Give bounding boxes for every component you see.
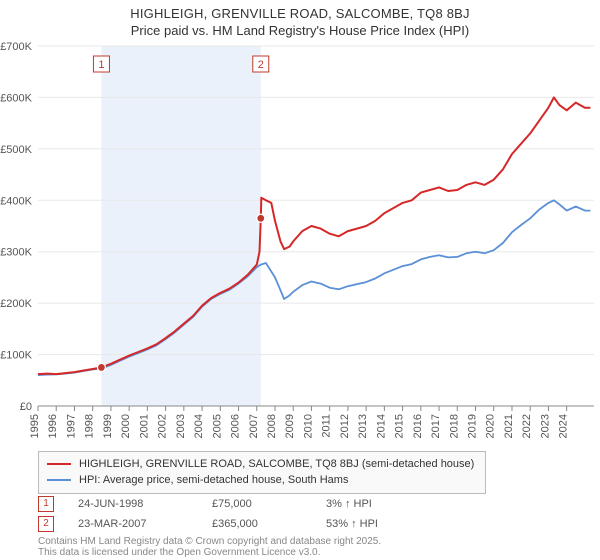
x-tick-label: 2019	[467, 414, 479, 438]
x-tick-label: 2018	[448, 414, 460, 438]
x-tick-label: 2005	[211, 414, 223, 438]
x-tick-label: 1998	[84, 414, 96, 438]
x-tick-label: 1999	[102, 414, 114, 438]
x-tick-label: 2001	[138, 414, 150, 438]
x-tick-label: 2023	[539, 414, 551, 438]
annotation-row-date: 24-JUN-1998	[78, 498, 188, 510]
legend: HIGHLEIGH, GRENVILLE ROAD, SALCOMBE, TQ8…	[38, 451, 486, 494]
y-tick-label: £200K	[0, 298, 32, 310]
x-tick-label: 1995	[29, 414, 41, 438]
x-tick-label: 2004	[193, 414, 205, 438]
title-sub: Price paid vs. HM Land Registry's House …	[0, 23, 600, 38]
x-tick-label: 1996	[47, 414, 59, 438]
annotation-num-1: 1	[98, 59, 104, 71]
x-tick-label: 2024	[558, 414, 570, 438]
chart-svg: £0 £100K £200K £300K £400K £500K £600K £700K 199…	[0, 42, 600, 442]
annotation-row-date: 23-MAR-2007	[78, 518, 188, 530]
x-tick-label: 2022	[521, 414, 533, 438]
x-tick-label: 2011	[321, 414, 333, 438]
y-tick-label: £700K	[0, 42, 32, 53]
footnote-line1: Contains HM Land Registry data © Crown c…	[38, 536, 381, 547]
y-tick-label: £300K	[0, 247, 32, 259]
annotation-row-price: £365,000	[212, 518, 302, 530]
y-tick-label: £100K	[0, 350, 32, 362]
legend-item: HPI: Average price, semi-detached house,…	[47, 472, 477, 488]
chart-area: £0 £100K £200K £300K £400K £500K £600K £700K 199…	[0, 42, 600, 442]
chart-container: HIGHLEIGH, GRENVILLE ROAD, SALCOMBE, TQ8…	[0, 0, 600, 560]
y-tick-label: £400K	[0, 195, 32, 207]
annotation-row-num: 2	[38, 516, 54, 532]
x-tick-label: 2000	[120, 414, 132, 438]
annotation-num-2: 2	[258, 59, 264, 71]
legend-item: HIGHLEIGH, GRENVILLE ROAD, SALCOMBE, TQ8…	[47, 456, 477, 472]
footnote-line2: This data is licensed under the Open Gov…	[38, 547, 381, 558]
x-tick-label: 2002	[157, 414, 169, 438]
x-tick-label: 2006	[230, 414, 242, 438]
x-tick-label: 2007	[248, 414, 260, 438]
y-tick-label: £500K	[0, 144, 32, 156]
annotation-row-pct: 3% ↑ HPI	[326, 498, 446, 510]
x-tick-label: 2016	[412, 414, 424, 438]
shaded-band	[101, 46, 260, 406]
x-tick-label: 2009	[284, 414, 296, 438]
y-tick-label: £0	[20, 401, 32, 413]
x-tick-label: 2017	[430, 414, 442, 438]
annotation-row: 2 23-MAR-2007 £365,000 53% ↑ HPI	[38, 514, 568, 534]
annotation-table: 1 24-JUN-1998 £75,000 3% ↑ HPI 2 23-MAR-2007 £…	[38, 494, 568, 534]
legend-swatch	[47, 463, 71, 465]
x-tick-label: 2008	[266, 414, 278, 438]
x-tick-label: 2012	[339, 414, 351, 438]
titles: HIGHLEIGH, GRENVILLE ROAD, SALCOMBE, TQ8…	[0, 0, 600, 38]
annotation-row-pct: 53% ↑ HPI	[326, 518, 446, 530]
x-tick-label: 2003	[175, 414, 187, 438]
annotation-row: 1 24-JUN-1998 £75,000 3% ↑ HPI	[38, 494, 568, 514]
y-tick-label: £600K	[0, 92, 32, 104]
x-tick-label: 2013	[357, 414, 369, 438]
title-main: HIGHLEIGH, GRENVILLE ROAD, SALCOMBE, TQ8…	[0, 6, 600, 21]
legend-swatch	[47, 479, 71, 481]
x-tick-label: 1997	[65, 414, 77, 438]
annotation-row-price: £75,000	[212, 498, 302, 510]
x-tick-label: 2020	[485, 414, 497, 438]
legend-label: HPI: Average price, semi-detached house,…	[79, 472, 348, 488]
marker-1	[97, 363, 105, 371]
marker-2	[257, 214, 265, 222]
x-tick-label: 2021	[503, 414, 515, 438]
x-tick-label: 2014	[375, 414, 387, 438]
footnote: Contains HM Land Registry data © Crown c…	[38, 536, 381, 558]
legend-label: HIGHLEIGH, GRENVILLE ROAD, SALCOMBE, TQ8…	[79, 456, 474, 472]
annotation-row-num: 1	[38, 496, 54, 512]
x-tick-label: 2015	[394, 414, 406, 438]
x-tick-label: 2010	[302, 414, 314, 438]
